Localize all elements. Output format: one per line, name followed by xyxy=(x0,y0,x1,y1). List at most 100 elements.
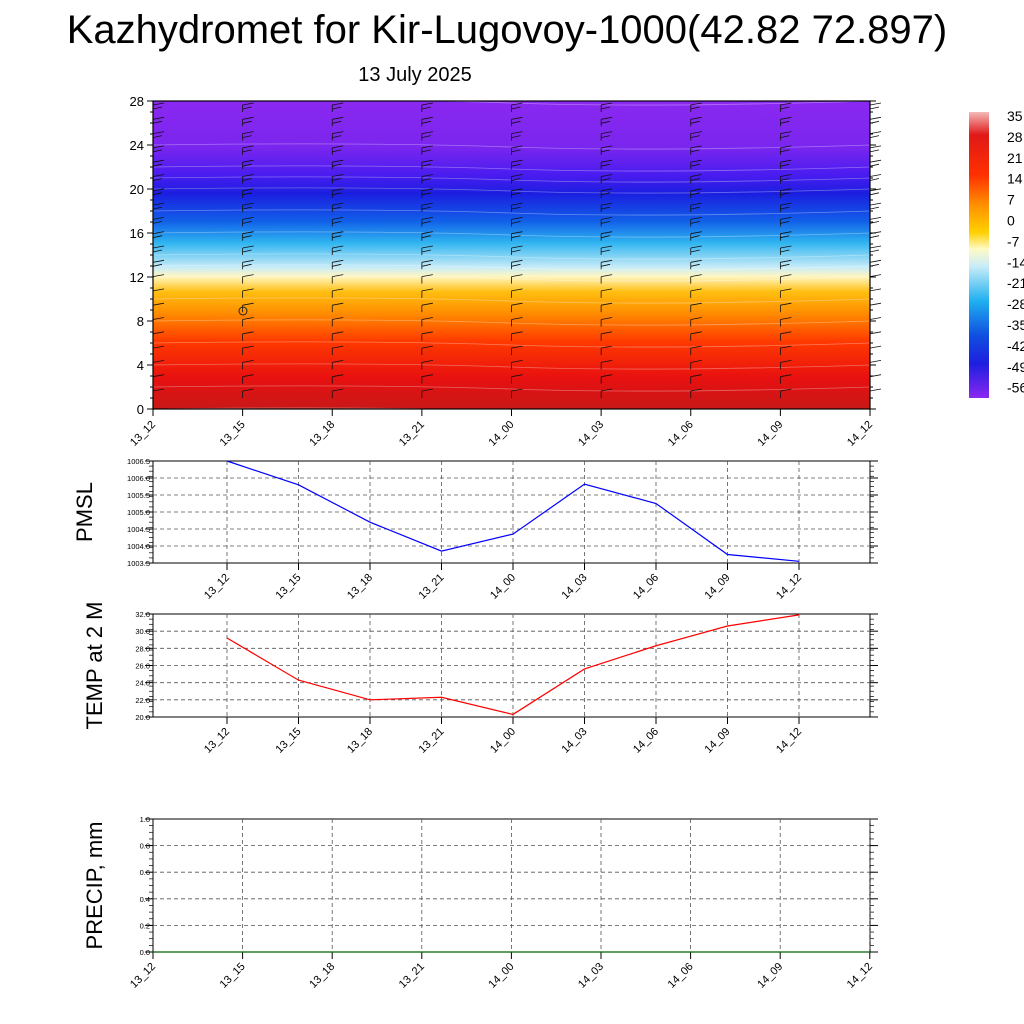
wind-barb xyxy=(511,259,523,270)
wind-barb xyxy=(600,374,613,384)
y-tick-label: 1004.5 xyxy=(127,525,150,534)
contour-line xyxy=(152,341,871,348)
wind-barb xyxy=(331,116,344,127)
wind-barb xyxy=(600,245,613,255)
wind-barb xyxy=(869,145,882,155)
wind-barb xyxy=(511,274,523,284)
y-tick-label: 1005.5 xyxy=(127,491,150,500)
wind-barb xyxy=(331,388,344,398)
y-tick-label: 0.0 xyxy=(140,948,150,957)
wind-barb xyxy=(600,388,613,398)
wind-barb xyxy=(421,188,433,198)
x-tick-label: 14_06 xyxy=(631,726,661,756)
wind-barb xyxy=(331,145,344,155)
contour-line xyxy=(152,99,871,106)
wind-barb xyxy=(869,259,882,270)
x-tick-label: 14_00 xyxy=(488,726,518,756)
wind-barb xyxy=(331,360,344,370)
wind-barb xyxy=(511,202,523,213)
wind-barb xyxy=(242,116,254,127)
x-tick-label: 13_15 xyxy=(218,419,248,449)
wind-barb xyxy=(869,188,882,198)
colorbar-label: 35 xyxy=(1007,108,1023,124)
wind-barb xyxy=(242,274,254,284)
colorbar-label: -42 xyxy=(1007,338,1024,354)
x-tick-label: 14_12 xyxy=(845,419,875,449)
x-tick-label: 14_03 xyxy=(576,419,606,449)
wind-barb xyxy=(779,388,792,398)
y-axis-label: TEMP at 2 M xyxy=(82,602,107,730)
wind-barb xyxy=(690,259,702,270)
wind-barb xyxy=(600,302,613,313)
wind-barb xyxy=(421,345,433,356)
wind-barb xyxy=(511,360,523,370)
wind-barb xyxy=(600,202,613,213)
wind-barb xyxy=(242,245,254,255)
wind-barb xyxy=(869,331,882,341)
wind-barb xyxy=(511,388,523,398)
colorbar-label: 28 xyxy=(1007,129,1023,145)
x-tick-label: 14_03 xyxy=(576,961,606,991)
wind-barb xyxy=(242,231,254,241)
y-tick-label: 1006.5 xyxy=(127,457,150,466)
wind-barb xyxy=(779,288,792,298)
wind-barb xyxy=(242,102,254,112)
contour-line xyxy=(152,297,871,304)
wind-barb xyxy=(511,245,523,255)
x-tick-label: 14_06 xyxy=(631,572,661,602)
colorbar-label: -35 xyxy=(1007,317,1024,333)
precip-panel: 0.0 0.2 0.4 0.6 0.8 1.0 13_12 13_15 13_18 13_21 14… xyxy=(82,815,878,991)
wind-barb xyxy=(690,231,702,241)
chart-title: Kazhydromet for Kir-Lugovoy-1000(42.82 7… xyxy=(66,8,948,52)
wind-barb xyxy=(242,288,254,298)
wind-barb xyxy=(421,217,433,227)
x-tick-label: 13_12 xyxy=(202,572,232,602)
wind-barb xyxy=(511,302,523,313)
y-tick-label: 24.0 xyxy=(135,679,150,688)
contour-line xyxy=(152,143,871,150)
wind-barb xyxy=(511,288,523,298)
wind-barb xyxy=(600,288,613,298)
wind-barb xyxy=(331,231,344,241)
wind-barb xyxy=(331,302,344,313)
x-tick-label: 14_12 xyxy=(774,572,804,602)
wind-barb xyxy=(600,174,613,184)
x-tick-label: 13_21 xyxy=(417,726,447,756)
colorbar-label: -21 xyxy=(1007,275,1024,291)
x-tick-label: 14_00 xyxy=(487,419,517,449)
y-axis-label: PMSL xyxy=(72,482,97,542)
wind-barb xyxy=(600,274,613,284)
wind-barb xyxy=(690,159,702,170)
wind-barb xyxy=(690,274,702,284)
x-tick-label: 13_18 xyxy=(345,726,375,756)
y-tick-label: 20.0 xyxy=(135,713,150,722)
wind-barb xyxy=(421,388,433,398)
wind-barb xyxy=(511,331,523,341)
x-tick-label: 13_12 xyxy=(202,726,232,756)
colorbar-label: -56 xyxy=(1007,380,1024,396)
wind-barb xyxy=(600,159,613,170)
wind-barb xyxy=(511,174,523,184)
x-tick-label: 14_12 xyxy=(845,961,875,991)
wind-barb xyxy=(600,259,613,270)
wind-barb xyxy=(869,245,882,255)
x-tick-label: 14_06 xyxy=(666,961,696,991)
wind-barb xyxy=(779,317,792,327)
wind-barb xyxy=(600,131,613,141)
pmsl-panel: 1003.5 1004.0 1004.5 1005.0 1005.5 1006.0 1006… xyxy=(72,457,878,602)
wind-barb xyxy=(779,202,792,213)
x-tick-label: 14_09 xyxy=(755,961,785,991)
wind-barb xyxy=(331,102,344,112)
x-tick-label: 14_00 xyxy=(486,961,516,991)
wind-barb xyxy=(690,388,702,398)
wind-barb xyxy=(690,288,702,298)
x-tick-label: 13_18 xyxy=(307,961,337,991)
y-tick-label: 32.0 xyxy=(135,610,150,619)
wind-barb xyxy=(421,202,433,213)
y-tick-label: 0 xyxy=(137,402,144,417)
calm-wind-marker xyxy=(238,306,248,316)
wind-barb xyxy=(690,188,702,198)
y-axis-label: PRECIP, mm xyxy=(82,822,107,950)
wind-barb xyxy=(242,259,254,270)
colorbar-fill xyxy=(969,112,989,398)
